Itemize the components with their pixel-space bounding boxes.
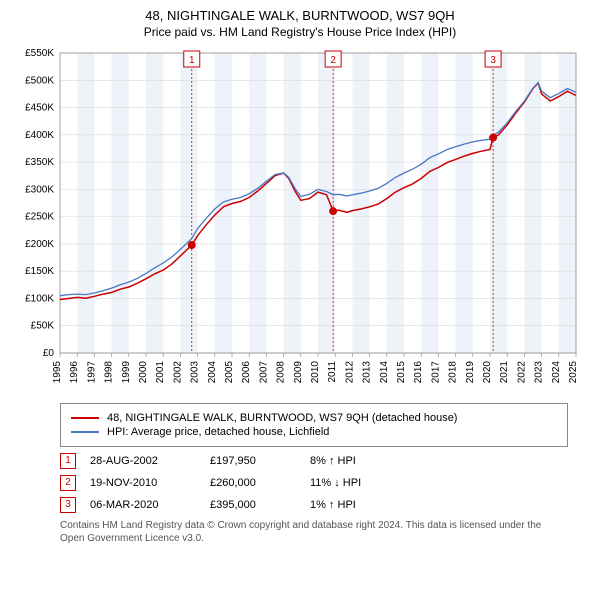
legend-swatch	[71, 431, 99, 433]
svg-text:2009: 2009	[293, 361, 304, 384]
svg-text:£450K: £450K	[25, 103, 54, 114]
svg-text:£550K: £550K	[25, 48, 54, 59]
svg-text:2002: 2002	[172, 361, 183, 384]
svg-text:3: 3	[490, 55, 496, 66]
svg-text:2012: 2012	[344, 361, 355, 384]
svg-text:2016: 2016	[413, 361, 424, 384]
event-price: £395,000	[210, 499, 310, 511]
svg-text:2011: 2011	[327, 361, 338, 383]
legend-label: HPI: Average price, detached house, Lich…	[107, 426, 329, 438]
svg-text:2010: 2010	[310, 361, 321, 384]
legend-item: 48, NIGHTINGALE WALK, BURNTWOOD, WS7 9QH…	[71, 412, 557, 424]
svg-text:2001: 2001	[155, 361, 166, 384]
event-row: 2 19-NOV-2010 £260,000 11% ↓ HPI	[60, 475, 568, 491]
legend-item: HPI: Average price, detached house, Lich…	[71, 426, 557, 438]
chart-subtitle: Price paid vs. HM Land Registry's House …	[12, 25, 588, 39]
chart-plot: £0 £50K £100K £150K £200K £250K £300K £350K £400…	[12, 45, 588, 395]
svg-text:1995: 1995	[52, 361, 63, 384]
svg-text:1996: 1996	[69, 361, 80, 384]
svg-text:£0: £0	[43, 348, 55, 359]
chart-svg: £0 £50K £100K £150K £200K £250K £300K £350K £400…	[12, 45, 588, 395]
svg-text:2004: 2004	[207, 361, 218, 384]
svg-text:£200K: £200K	[25, 239, 54, 250]
svg-text:1: 1	[189, 55, 195, 66]
svg-text:£500K: £500K	[25, 75, 54, 86]
svg-text:£350K: £350K	[25, 157, 54, 168]
svg-text:£100K: £100K	[25, 293, 54, 304]
svg-text:2008: 2008	[276, 361, 287, 384]
chart-title: 48, NIGHTINGALE WALK, BURNTWOOD, WS7 9QH	[12, 8, 588, 23]
svg-text:£400K: £400K	[25, 130, 54, 141]
event-price: £197,950	[210, 455, 310, 467]
event-badge: 2	[60, 475, 76, 491]
event-date: 28-AUG-2002	[90, 455, 210, 467]
svg-text:2023: 2023	[534, 361, 545, 384]
svg-text:2005: 2005	[224, 361, 235, 384]
event-price: £260,000	[210, 477, 310, 489]
svg-text:2007: 2007	[258, 361, 269, 384]
svg-text:2021: 2021	[499, 361, 510, 384]
svg-text:1999: 1999	[121, 361, 132, 384]
svg-text:2019: 2019	[465, 361, 476, 384]
title-block: 48, NIGHTINGALE WALK, BURNTWOOD, WS7 9QH…	[12, 8, 588, 39]
svg-text:2020: 2020	[482, 361, 493, 384]
event-delta: 11% ↓ HPI	[310, 477, 420, 489]
event-delta: 8% ↑ HPI	[310, 455, 420, 467]
event-row: 1 28-AUG-2002 £197,950 8% ↑ HPI	[60, 453, 568, 469]
svg-text:2015: 2015	[396, 361, 407, 384]
svg-text:2024: 2024	[551, 361, 562, 384]
svg-text:£300K: £300K	[25, 184, 54, 195]
svg-text:2: 2	[330, 55, 336, 66]
svg-text:2025: 2025	[568, 361, 579, 384]
legend-label: 48, NIGHTINGALE WALK, BURNTWOOD, WS7 9QH…	[107, 412, 457, 424]
event-row: 3 06-MAR-2020 £395,000 1% ↑ HPI	[60, 497, 568, 513]
svg-text:1998: 1998	[104, 361, 115, 384]
event-delta: 1% ↑ HPI	[310, 499, 420, 511]
legend: 48, NIGHTINGALE WALK, BURNTWOOD, WS7 9QH…	[60, 403, 568, 447]
svg-text:2006: 2006	[241, 361, 252, 384]
svg-text:2013: 2013	[362, 361, 373, 384]
events-list: 1 28-AUG-2002 £197,950 8% ↑ HPI 2 19-NOV…	[60, 453, 568, 513]
event-badge: 1	[60, 453, 76, 469]
svg-text:£250K: £250K	[25, 212, 54, 223]
footer-attribution: Contains HM Land Registry data © Crown c…	[60, 519, 568, 545]
chart-container: 48, NIGHTINGALE WALK, BURNTWOOD, WS7 9QH…	[0, 0, 600, 557]
svg-text:2017: 2017	[430, 361, 441, 384]
svg-text:2014: 2014	[379, 361, 390, 384]
svg-text:2003: 2003	[190, 361, 201, 384]
event-date: 19-NOV-2010	[90, 477, 210, 489]
svg-text:2018: 2018	[448, 361, 459, 384]
event-date: 06-MAR-2020	[90, 499, 210, 511]
legend-swatch	[71, 417, 99, 419]
svg-text:2022: 2022	[516, 361, 527, 384]
event-badge: 3	[60, 497, 76, 513]
svg-text:1997: 1997	[86, 361, 97, 384]
svg-text:£150K: £150K	[25, 266, 54, 277]
svg-text:£50K: £50K	[31, 321, 55, 332]
svg-text:2000: 2000	[138, 361, 149, 384]
